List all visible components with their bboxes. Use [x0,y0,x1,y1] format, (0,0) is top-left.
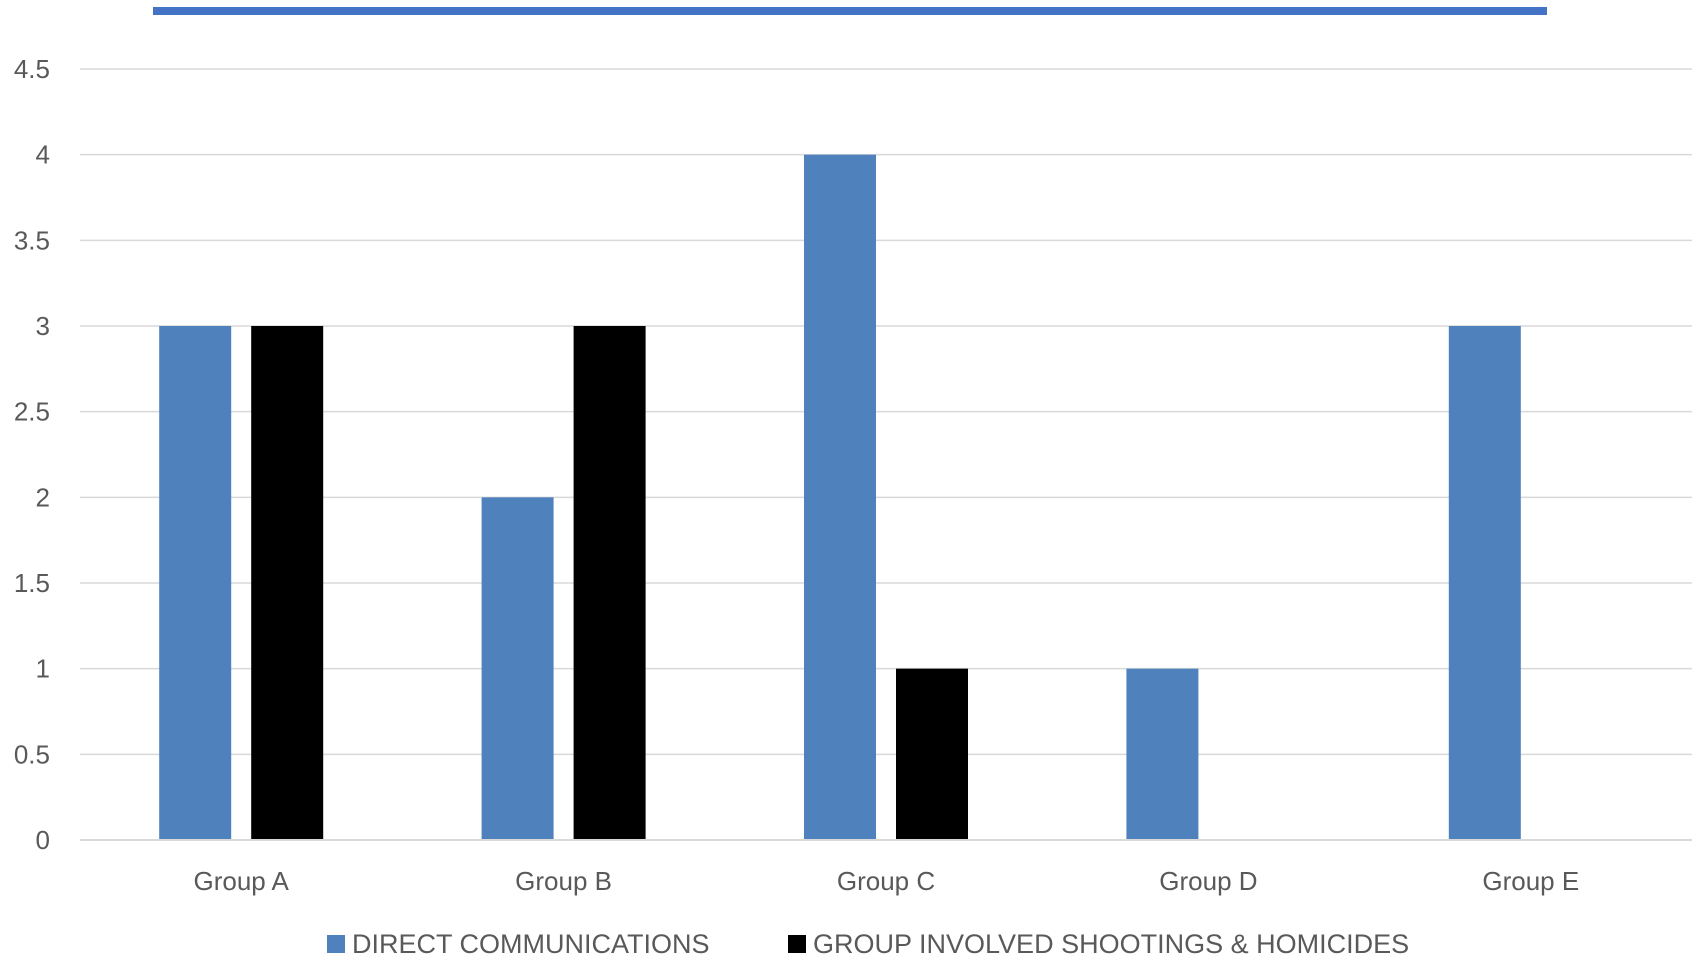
y-tick-label: 2 [36,482,50,512]
bar-direct-communications-1 [159,326,232,840]
x-category-label: Group D [1159,866,1257,896]
legend-swatch [788,935,806,953]
bar-direct-communications-3 [804,154,876,840]
y-tick-label: 0 [36,825,50,855]
bar-group-involved-shootings-2 [573,326,646,840]
y-axis-tick-labels: 0 0.5 1 1.5 2 2.5 3 3.5 4 4.5 [14,54,50,855]
legend-swatch [327,935,345,953]
x-axis-category-labels: Group A Group B Group C Group D Group E [193,866,1579,896]
bar-direct-communications-4 [1126,668,1199,840]
y-tick-label: 1 [36,654,50,684]
legend: DIRECT COMMUNICATIONS GROUP INVOLVED SHOO… [327,929,1409,959]
x-category-label: Group B [515,866,612,896]
y-tick-label: 3 [36,311,50,341]
y-tick-label: 4 [36,140,50,170]
y-tick-label: 0.5 [14,739,50,769]
x-category-label: Group A [193,866,289,896]
bar-direct-communications-2 [481,497,554,840]
bar-group-involved-shootings-3 [896,668,968,840]
bar-group-involved-shootings-1 [251,326,324,840]
legend-label: DIRECT COMMUNICATIONS [352,929,710,959]
bar-direct-communications-5 [1448,326,1521,840]
y-tick-label: 1.5 [14,568,50,598]
y-tick-label: 4.5 [14,54,50,84]
bars [159,154,1521,840]
y-tick-label: 2.5 [14,397,50,427]
x-category-label: Group E [1482,866,1579,896]
legend-label: GROUP INVOLVED SHOOTINGS & HOMICIDES [813,929,1409,959]
x-category-label: Group C [837,866,935,896]
y-tick-label: 3.5 [14,225,50,255]
